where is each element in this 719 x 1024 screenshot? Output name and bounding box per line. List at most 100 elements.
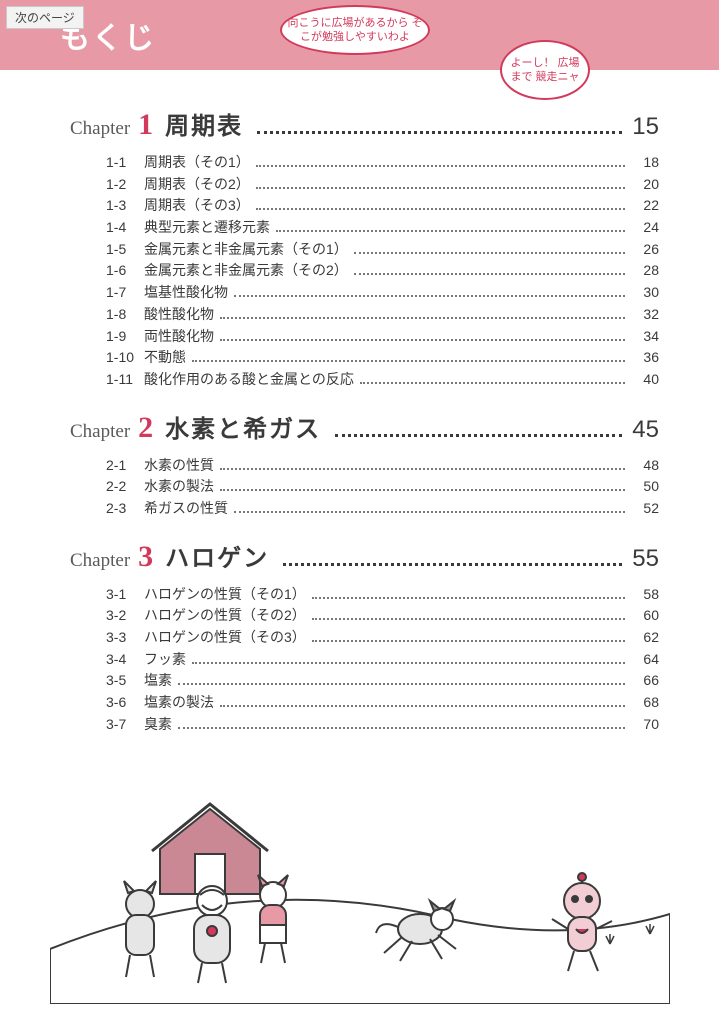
item-title: 周期表（その2） (144, 174, 250, 196)
item-page: 62 (631, 627, 659, 649)
chapter-items: 1-1周期表（その1）181-2周期表（その2）201-3周期表（その3）221… (70, 152, 659, 391)
toc-item: 1-7塩基性酸化物30 (106, 282, 659, 304)
toc-content: Chapter1周期表151-1周期表（その1）181-2周期表（その2）201… (0, 70, 719, 735)
item-number: 1-5 (106, 239, 144, 261)
item-page: 58 (631, 584, 659, 606)
item-page: 66 (631, 670, 659, 692)
item-page: 24 (631, 217, 659, 239)
item-number: 1-6 (106, 260, 144, 282)
item-page: 22 (631, 195, 659, 217)
chapter-title: ハロゲン (165, 538, 269, 573)
toc-item: 3-4フッ素 64 (106, 649, 659, 671)
chapter-page: 45 (632, 416, 659, 444)
item-page: 36 (631, 347, 659, 369)
chapter-block: Chapter3ハロゲン553-1ハロゲンの性質（その1）583-2ハロゲンの性… (70, 538, 659, 736)
item-title: 臭素 (144, 714, 172, 736)
leader-dots (178, 727, 625, 729)
toc-item: 2-3希ガスの性質52 (106, 498, 659, 520)
item-page: 18 (631, 152, 659, 174)
item-number: 1-10 (106, 347, 144, 369)
leader-dots (360, 382, 625, 384)
item-title: ハロゲンの性質（その3） (144, 627, 306, 649)
leader-dots (276, 230, 625, 232)
leader-dots (178, 683, 625, 685)
item-number: 1-9 (106, 326, 144, 348)
chapter-heading: Chapter 2 水素と希ガス 45 (70, 409, 659, 445)
item-title: 不動態 (144, 347, 186, 369)
chapter-label: Chapter (70, 421, 130, 443)
leader-dots (192, 662, 625, 664)
leader-dots (256, 208, 625, 210)
item-number: 1-4 (106, 217, 144, 239)
item-number: 2-1 (106, 455, 144, 477)
chapter-number: 3 (138, 540, 153, 574)
item-number: 1-1 (106, 152, 144, 174)
item-number: 1-8 (106, 304, 144, 326)
leader-dots (312, 597, 625, 599)
item-title: 希ガスの性質 (144, 498, 228, 520)
toc-item: 1-1周期表（その1）18 (106, 152, 659, 174)
toc-item: 1-8酸性酸化物32 (106, 304, 659, 326)
item-number: 1-11 (106, 369, 144, 391)
chapter-title: 周期表 (165, 106, 243, 141)
leader-dots (220, 705, 625, 707)
item-title: フッ素 (144, 649, 186, 671)
toc-item: 2-2水素の製法50 (106, 476, 659, 498)
item-number: 3-6 (106, 692, 144, 714)
toc-item: 3-3ハロゲンの性質（その3） 62 (106, 627, 659, 649)
item-title: 金属元素と非金属元素（その2） (144, 260, 348, 282)
leader-dots (220, 317, 625, 319)
footer-illustration (50, 769, 670, 1004)
item-page: 30 (631, 282, 659, 304)
item-page: 26 (631, 239, 659, 261)
item-title: 水素の製法 (144, 476, 214, 498)
speech-bubble-1: 向こうに広場があるから そこが勉強しやすいわよ (280, 5, 430, 55)
toc-item: 3-2ハロゲンの性質（その2）60 (106, 605, 659, 627)
item-page: 64 (631, 649, 659, 671)
item-page: 70 (631, 714, 659, 736)
toc-item: 2-1水素の性質 48 (106, 455, 659, 477)
item-page: 50 (631, 476, 659, 498)
leader-dots (234, 295, 625, 297)
item-page: 32 (631, 304, 659, 326)
item-number: 3-7 (106, 714, 144, 736)
item-title: 塩素 (144, 670, 172, 692)
chapter-number: 2 (138, 411, 153, 445)
leader-dots (354, 252, 625, 254)
item-number: 3-1 (106, 584, 144, 606)
item-title: 両性酸化物 (144, 326, 214, 348)
item-number: 1-3 (106, 195, 144, 217)
leader-dots (220, 339, 625, 341)
item-number: 3-4 (106, 649, 144, 671)
chapter-page: 55 (632, 545, 659, 573)
item-title: 水素の性質 (144, 455, 214, 477)
chapter-number: 1 (138, 108, 153, 142)
item-number: 1-7 (106, 282, 144, 304)
item-number: 2-3 (106, 498, 144, 520)
chapter-heading: Chapter1周期表15 (70, 106, 659, 142)
chapter-block: Chapter1周期表151-1周期表（その1）181-2周期表（その2）201… (70, 106, 659, 391)
next-page-button[interactable]: 次のページ (6, 6, 84, 29)
chapter-label: Chapter (70, 550, 130, 572)
item-title: ハロゲンの性質（その1） (144, 584, 306, 606)
chapter-title: 水素と希ガス (165, 409, 321, 444)
item-number: 3-2 (106, 605, 144, 627)
toc-item: 1-4典型元素と遷移元素 24 (106, 217, 659, 239)
leader-dots (220, 489, 625, 491)
toc-item: 1-6金属元素と非金属元素（その2）28 (106, 260, 659, 282)
item-page: 40 (631, 369, 659, 391)
item-title: 金属元素と非金属元素（その1） (144, 239, 348, 261)
leader-dots (312, 618, 625, 620)
leader-dots (256, 165, 625, 167)
toc-item: 3-5塩素66 (106, 670, 659, 692)
item-number: 3-3 (106, 627, 144, 649)
item-page: 48 (631, 455, 659, 477)
bubble1-text: 向こうに広場があるから そこが勉強しやすいわよ (286, 16, 424, 45)
chapter-heading: Chapter 3 ハロゲン 55 (70, 538, 659, 574)
leader-dots (192, 360, 625, 362)
toc-item: 1-11酸化作用のある酸と金属との反応40 (106, 369, 659, 391)
item-title: 典型元素と遷移元素 (144, 217, 270, 239)
leader-dots (220, 468, 625, 470)
item-title: 周期表（その3） (144, 195, 250, 217)
item-page: 34 (631, 326, 659, 348)
